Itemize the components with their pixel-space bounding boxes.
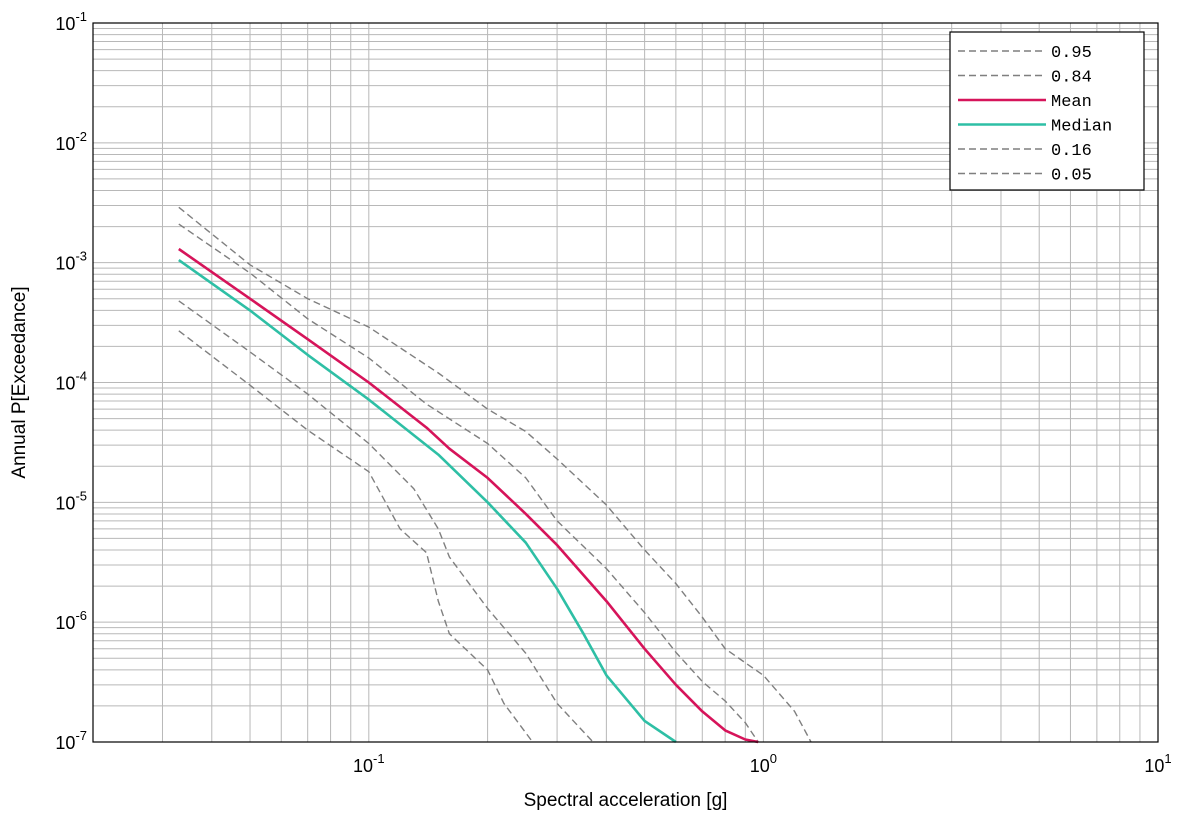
y-tick-label: 10-3	[55, 249, 87, 274]
y-tick-label: 10-4	[55, 369, 87, 394]
y-axis-label: Annual P[Exceedance]	[9, 286, 30, 478]
legend-label: 0.16	[1051, 142, 1092, 161]
x-tick-label: 10-1	[353, 751, 385, 776]
legend: 0.95 0.84 Mean Median 0.16 0.05	[949, 31, 1145, 191]
x-axis-label: Spectral acceleration [g]	[524, 790, 728, 811]
series-line-0-84	[178, 223, 759, 743]
legend-box	[949, 31, 1145, 191]
series-line-0-95	[178, 206, 812, 743]
y-tick-label: 10-2	[55, 129, 87, 154]
y-tick-label: 10-6	[55, 608, 87, 633]
legend-label: Median	[1051, 118, 1112, 137]
x-tick-label: 101	[1144, 751, 1171, 776]
x-tick-label: 100	[750, 751, 777, 776]
series-line-median	[178, 259, 677, 744]
grid	[92, 23, 1158, 743]
legend-label: Mean	[1051, 93, 1092, 112]
y-tick-label: 10-5	[55, 488, 87, 513]
y-tick-label: 10-7	[55, 728, 87, 753]
series-line-mean	[178, 247, 759, 744]
y-tick-label: 10-1	[55, 9, 87, 34]
legend-label: 0.84	[1051, 69, 1092, 88]
series-group	[178, 206, 812, 744]
plot-frame	[92, 22, 1159, 743]
series-line-0-05	[178, 330, 534, 743]
legend-label: 0.05	[1051, 167, 1092, 186]
legend-label: 0.95	[1051, 44, 1092, 63]
tick-labels: 10-1 100 101 10-7 10-6 10-5 10-4 10-3 10-2 10-1	[55, 9, 1171, 776]
series-line-0-16	[178, 300, 594, 743]
